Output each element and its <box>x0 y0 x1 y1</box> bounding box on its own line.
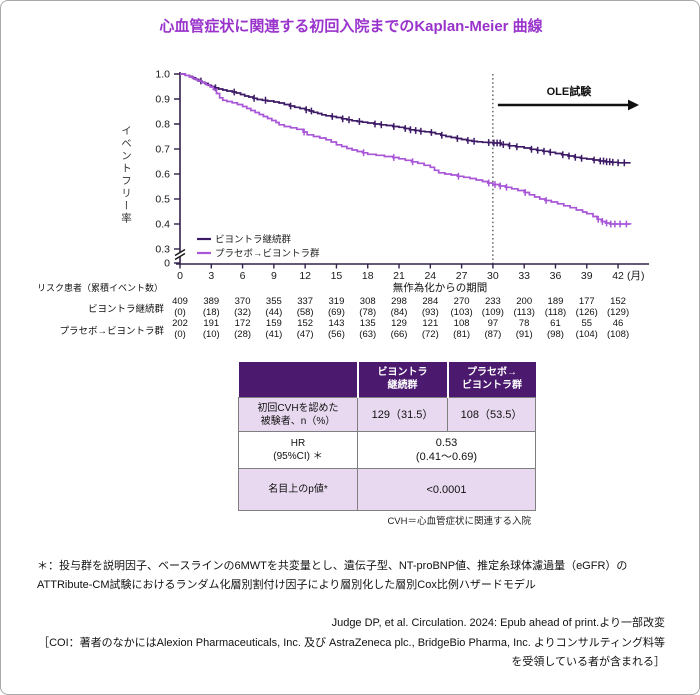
risk-cell: 191 (10) <box>202 318 220 340</box>
cvh-abbreviation-note: CVH＝心血管症状に関連する入院 <box>387 516 531 527</box>
x-tick-label: 18 <box>362 270 374 282</box>
summary-header-row: ビヨントラ 継続群 プラセボ→ ビヨントラ群 <box>238 362 536 398</box>
axis-break-gap <box>174 250 186 259</box>
x-tick-label: 15 <box>331 270 343 282</box>
risk-cell: 233 (109) <box>481 296 504 318</box>
summary-row-hr-label: HR (95%CI) ＊ <box>238 431 358 469</box>
summary-row-pvalue-value: <0.0001 <box>357 468 536 511</box>
x-axis-title: 無作為化からの期間 <box>392 282 488 294</box>
y-tick-label: 0.7 <box>155 144 170 156</box>
risk-row-label-placebo: プラセボ→ビヨントラ群 <box>59 326 164 337</box>
y-tick-label: 0.8 <box>155 119 170 131</box>
citation-line2: ［COI：著者のなかにはAlexion Pharmaceuticals, Inc… <box>38 636 665 649</box>
x-tick-label: 36 <box>550 270 562 282</box>
risk-cell: 159 (41) <box>265 318 283 340</box>
km-curve <box>180 73 632 225</box>
y-tick-label: 1.0 <box>155 69 170 81</box>
axis-break-mark <box>174 248 186 257</box>
x-tick-label: 24 <box>424 270 436 282</box>
risk-cell: 55 (104) <box>575 318 598 340</box>
risk-cell: 61 (98) <box>547 318 564 340</box>
risk-cell: 370 (32) <box>234 296 252 318</box>
risk-cell: 308 (78) <box>359 296 377 318</box>
risk-cell: 337 (58) <box>296 296 314 318</box>
risk-cell: 152 (47) <box>296 318 314 340</box>
x-tick-label: 30 <box>487 270 499 282</box>
risk-cell: 355 (44) <box>265 296 283 318</box>
y-zero-label: 0 <box>164 258 170 270</box>
summary-header-continuous: ビヨントラ 継続群 <box>357 362 449 398</box>
x-tick-label: 12 <box>299 270 311 282</box>
risk-cell: 46 (108) <box>606 318 630 340</box>
summary-row-hr: HR (95%CI) ＊ 0.53 (0.41～0.69) <box>238 431 536 469</box>
km-curve <box>180 73 631 164</box>
citation-line3: を受領している者が含まれる］ <box>511 656 665 668</box>
y-tick-label: 0.3 <box>155 244 170 256</box>
summary-row-hr-value: 0.53 (0.41～0.69) <box>357 431 536 469</box>
y-axis-label: イベントフリー率 <box>120 125 132 225</box>
x-tick-label: 0 <box>177 270 183 282</box>
risk-cell: 143 (56) <box>327 318 345 340</box>
y-tick-label: 0.4 <box>155 219 170 231</box>
summary-row-pvalue-label: 名目上のp値* <box>238 468 358 511</box>
footnote-line2: ATTRibute-CM試験におけるランダム化層別割付け因子により層別化した層別… <box>37 579 536 591</box>
risk-cell: 298 (84) <box>390 296 408 318</box>
citation-block: Judge DP, et al. Circulation. 2024: Epub… <box>31 614 665 673</box>
legend-label: ビヨントラ継続群 <box>215 233 292 245</box>
summary-table: ビヨントラ 継続群 プラセボ→ ビヨントラ群 初回CVHを認めた 被験者、n（%… <box>238 362 536 511</box>
legend-label: プラセボ→ビヨントラ群 <box>215 247 320 259</box>
risk-cell: 152 (129) <box>606 296 630 318</box>
risk-cell: 97 (87) <box>484 318 502 340</box>
x-tick-label: 42 <box>612 270 624 282</box>
risk-cell: 129 (66) <box>390 318 408 340</box>
risk-cell: 172 (28) <box>234 318 252 340</box>
y-tick-label: 0.6 <box>155 169 170 181</box>
x-tick-label: 21 <box>393 270 405 282</box>
risk-cell: 177 (126) <box>575 296 598 318</box>
risk-cell: 202 (0) <box>172 318 188 340</box>
risk-cell: 409 (0) <box>172 296 188 318</box>
risk-cell: 319 (69) <box>327 296 345 318</box>
risk-cell: 78 (91) <box>515 318 533 340</box>
risk-cell: 108 (81) <box>453 318 471 340</box>
risk-table-header: リスク患者（累積イベント数） <box>37 283 164 293</box>
summary-row-cvh: 初回CVHを認めた 被験者、n（%） 129（31.5） 108（53.5） <box>238 397 536 432</box>
x-tick-label: 6 <box>240 270 246 282</box>
risk-cell: 121 (72) <box>421 318 439 340</box>
summary-row-cvh-value-placebo: 108（53.5） <box>447 397 536 432</box>
summary-header-empty <box>238 362 359 398</box>
summary-row-pvalue: 名目上のp値* <0.0001 <box>238 468 536 511</box>
risk-cell: 389 (18) <box>202 296 220 318</box>
citation-line1: Judge DP, et al. Circulation. 2024: Epub… <box>331 617 665 629</box>
risk-row-label-continuous: ビヨントラ継続群 <box>87 304 164 315</box>
x-tick-label: 27 <box>456 270 468 282</box>
risk-cell: 270 (103) <box>450 296 473 318</box>
ole-label: OLE試験 <box>547 84 593 98</box>
summary-row-cvh-label: 初回CVHを認めた 被験者、n（%） <box>238 397 358 432</box>
risk-cell: 135 (63) <box>359 318 377 340</box>
y-tick-label: 0.5 <box>155 194 170 206</box>
x-tick-label: 3 <box>208 270 214 282</box>
risk-cell: 189 (118) <box>544 296 567 318</box>
ole-arrowhead <box>628 99 639 111</box>
risk-cell: 284 (93) <box>421 296 439 318</box>
x-unit-label: (月) <box>627 270 645 282</box>
summary-header-placebo: プラセボ→ ビヨントラ群 <box>447 362 536 398</box>
risk-cell: 200 (113) <box>513 296 535 318</box>
axis-break-mark <box>174 252 186 261</box>
footnote-line1: ＊：投与群を説明因子、ベースラインの6MWTを共変量とし、遺伝子型、NT-pro… <box>37 560 628 572</box>
statistical-footnote: ＊：投与群を説明因子、ベースラインの6MWTを共変量とし、遺伝子型、NT-pro… <box>37 557 667 595</box>
y-tick-label: 0.9 <box>155 94 170 106</box>
summary-row-cvh-value-continuous: 129（31.5） <box>357 397 448 432</box>
x-tick-label: 9 <box>271 270 277 282</box>
x-tick-label: 33 <box>518 270 530 282</box>
x-tick-label: 39 <box>581 270 593 282</box>
page-title: 心血管症状に関連する初回入院までのKaplan-Meier 曲線 <box>159 18 543 35</box>
